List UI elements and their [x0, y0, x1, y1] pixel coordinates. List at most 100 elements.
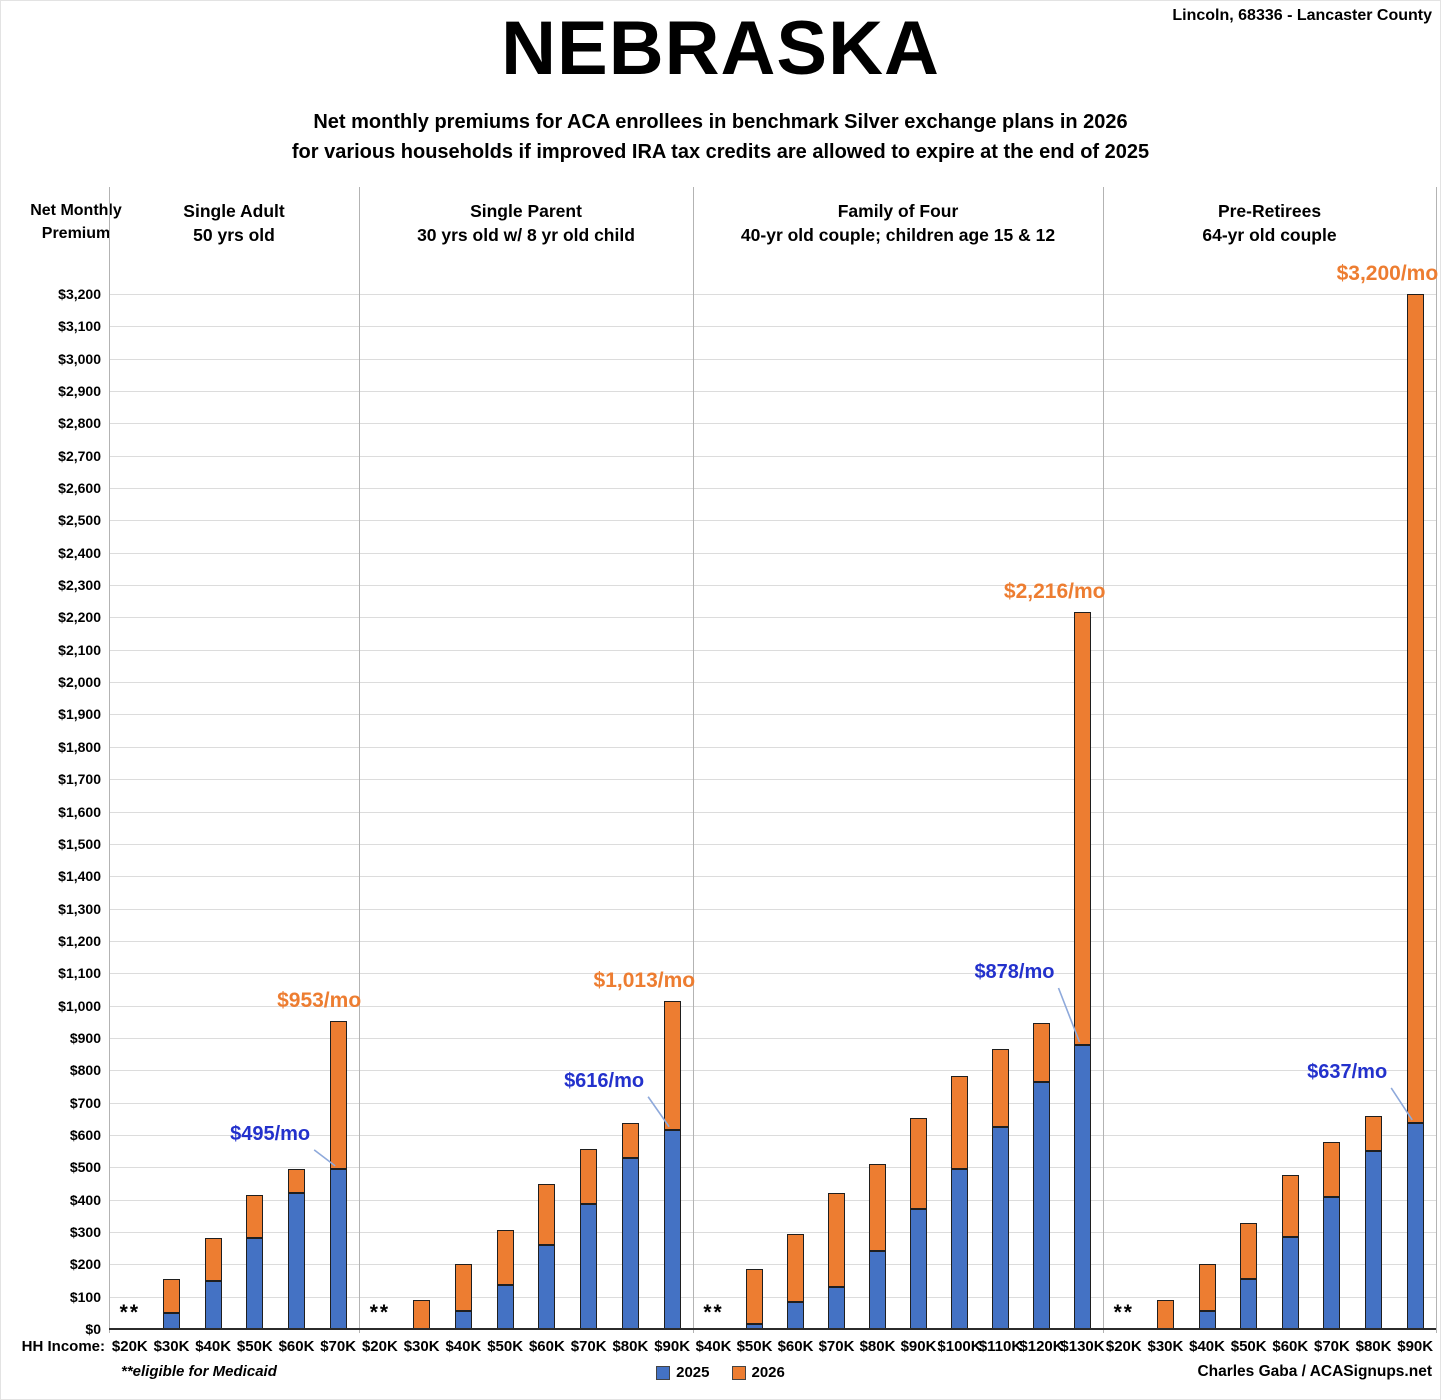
y-tick-label: $600 [69, 1126, 101, 1143]
bar-2025-segment [1281, 1236, 1299, 1329]
y-tick-label: $100 [69, 1288, 101, 1305]
y-tick-label: $2,900 [58, 383, 101, 400]
y-tick-label: $3,100 [58, 318, 101, 335]
x-tick-label: $60K [1272, 1338, 1309, 1355]
bar-2026-segment [1281, 1174, 1299, 1237]
bar-2025-segment [621, 1158, 639, 1329]
x-tick-label: $40K [195, 1338, 232, 1355]
gridline [109, 488, 1436, 490]
x-tick-label: $30K [403, 1338, 440, 1355]
y-tick-label: $2,700 [58, 447, 101, 464]
gridline [109, 1070, 1436, 1072]
x-tick-label: $80K [1355, 1338, 1392, 1355]
legend-item-2025: 2025 [656, 1364, 710, 1381]
y-axis-title: Net Monthly Premium [1, 199, 151, 245]
x-tick-label: $50K [487, 1338, 524, 1355]
y-tick-label: $800 [69, 1062, 101, 1079]
x-tick-label: $70K [818, 1338, 855, 1355]
medicaid-marker: ** [1113, 1301, 1134, 1324]
legend-label: 2026 [751, 1364, 785, 1381]
gridline [109, 1199, 1436, 1201]
group-header-title: Pre-Retirees [1217, 201, 1322, 221]
y-tick-label: $500 [69, 1159, 101, 1176]
group-header-subtitle: 50 yrs old [193, 225, 275, 245]
gridline [109, 1296, 1436, 1298]
bar-2025-segment [496, 1285, 514, 1329]
gridline [109, 1134, 1436, 1136]
chart-title: NEBRASKA [501, 6, 940, 91]
y-tick-label: $1,800 [58, 738, 101, 755]
bar-2026-segment [496, 1230, 514, 1286]
bar-2025-segment [538, 1244, 556, 1329]
x-tick-label: $60K [278, 1338, 315, 1355]
bar-2025-segment [163, 1313, 180, 1329]
x-tick-label: $110K [978, 1338, 1023, 1355]
y-tick-label: $3,000 [58, 350, 101, 367]
gridline [109, 1102, 1436, 1104]
bar-2026-segment [787, 1233, 804, 1303]
gridline [109, 682, 1436, 684]
x-tick-label: $70K [1314, 1338, 1350, 1355]
y-tick-label: $1,400 [58, 868, 101, 885]
group-header-title: Family of Four [837, 201, 959, 221]
gridline [109, 1037, 1436, 1039]
bar-2025-segment [1074, 1045, 1091, 1329]
group-header-title: Single Parent [470, 201, 582, 221]
gridline [109, 649, 1436, 651]
location-label: Lincoln, 68336 - Lancaster County [1172, 7, 1432, 24]
y-tick-label: $2,300 [58, 577, 101, 594]
y-tick-label: $400 [69, 1191, 101, 1208]
group-header: Single Adult 50 yrs old [14, 199, 454, 247]
x-tick-label: $70K [570, 1338, 607, 1355]
bar-2026-segment [869, 1164, 886, 1252]
bar-2026-segment [828, 1193, 845, 1287]
y-axis-title-line1: Net Monthly [30, 202, 122, 219]
chart-subtitle-line2: for various households if improved IRA t… [291, 141, 1150, 163]
x-tick-label: $80K [859, 1338, 896, 1355]
bar-2025-segment [329, 1168, 347, 1329]
bar-2025-label: $637/mo [1307, 1060, 1388, 1083]
bar-2025-segment [288, 1193, 305, 1329]
y-tick-label: $2,400 [58, 544, 101, 561]
y-tick-label: $0 [85, 1321, 101, 1337]
bar-2026-segment [163, 1278, 180, 1314]
gridline [109, 617, 1436, 619]
bar-2025-segment [869, 1251, 886, 1329]
bar-2026-segment [246, 1194, 264, 1239]
x-tick-label: $60K [528, 1338, 565, 1355]
x-axis-line [109, 1328, 1436, 1330]
bar-2026-segment [1240, 1223, 1258, 1279]
bar-2025-label: $495/mo [230, 1122, 311, 1145]
bar-2025-segment [204, 1281, 222, 1329]
gridline [109, 455, 1436, 457]
y-tick-label: $300 [69, 1223, 101, 1240]
y-tick-label: $1,600 [58, 803, 101, 820]
gridline [109, 326, 1436, 328]
gridline [109, 714, 1436, 716]
bar-total-2026-label: $1,013/mo [593, 969, 696, 993]
group-header-subtitle: 40-yr old couple; children age 15 & 12 [740, 225, 1056, 245]
x-tick-label: $50K [236, 1338, 273, 1355]
bar-2026-segment [454, 1264, 472, 1311]
bar-2025-segment [951, 1168, 968, 1329]
gridline [109, 843, 1436, 845]
x-tick-label: $100K [937, 1338, 982, 1355]
gridline [109, 746, 1436, 748]
medicaid-marker: ** [703, 1301, 724, 1324]
x-tick-label: $20K [361, 1338, 398, 1355]
bar-2025-segment [454, 1310, 472, 1329]
x-tick-label: $90K [654, 1338, 691, 1355]
y-tick-label: $1,500 [58, 835, 101, 852]
gridline [109, 811, 1436, 813]
bar-2025-segment [1033, 1081, 1050, 1329]
bar-2025-segment [1323, 1197, 1341, 1329]
bar-2026-segment [1074, 612, 1091, 1045]
group-divider [1436, 187, 1437, 1333]
bar-2025-segment [1198, 1310, 1216, 1329]
medicaid-marker: ** [369, 1301, 391, 1324]
x-tick-label: $90K [900, 1338, 937, 1355]
bar-2026-segment [663, 1001, 681, 1130]
legend-swatch-2025 [656, 1365, 671, 1380]
gridline [109, 779, 1436, 781]
bar-2026-segment [910, 1118, 927, 1209]
